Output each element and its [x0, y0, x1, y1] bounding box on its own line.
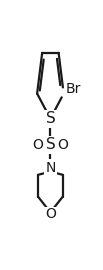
Text: O: O [45, 207, 56, 221]
Text: O: O [57, 138, 68, 152]
Text: O: O [33, 138, 43, 152]
Text: N: N [45, 161, 56, 174]
Text: S: S [46, 111, 55, 126]
Text: Br: Br [66, 82, 81, 96]
Text: S: S [46, 137, 55, 152]
